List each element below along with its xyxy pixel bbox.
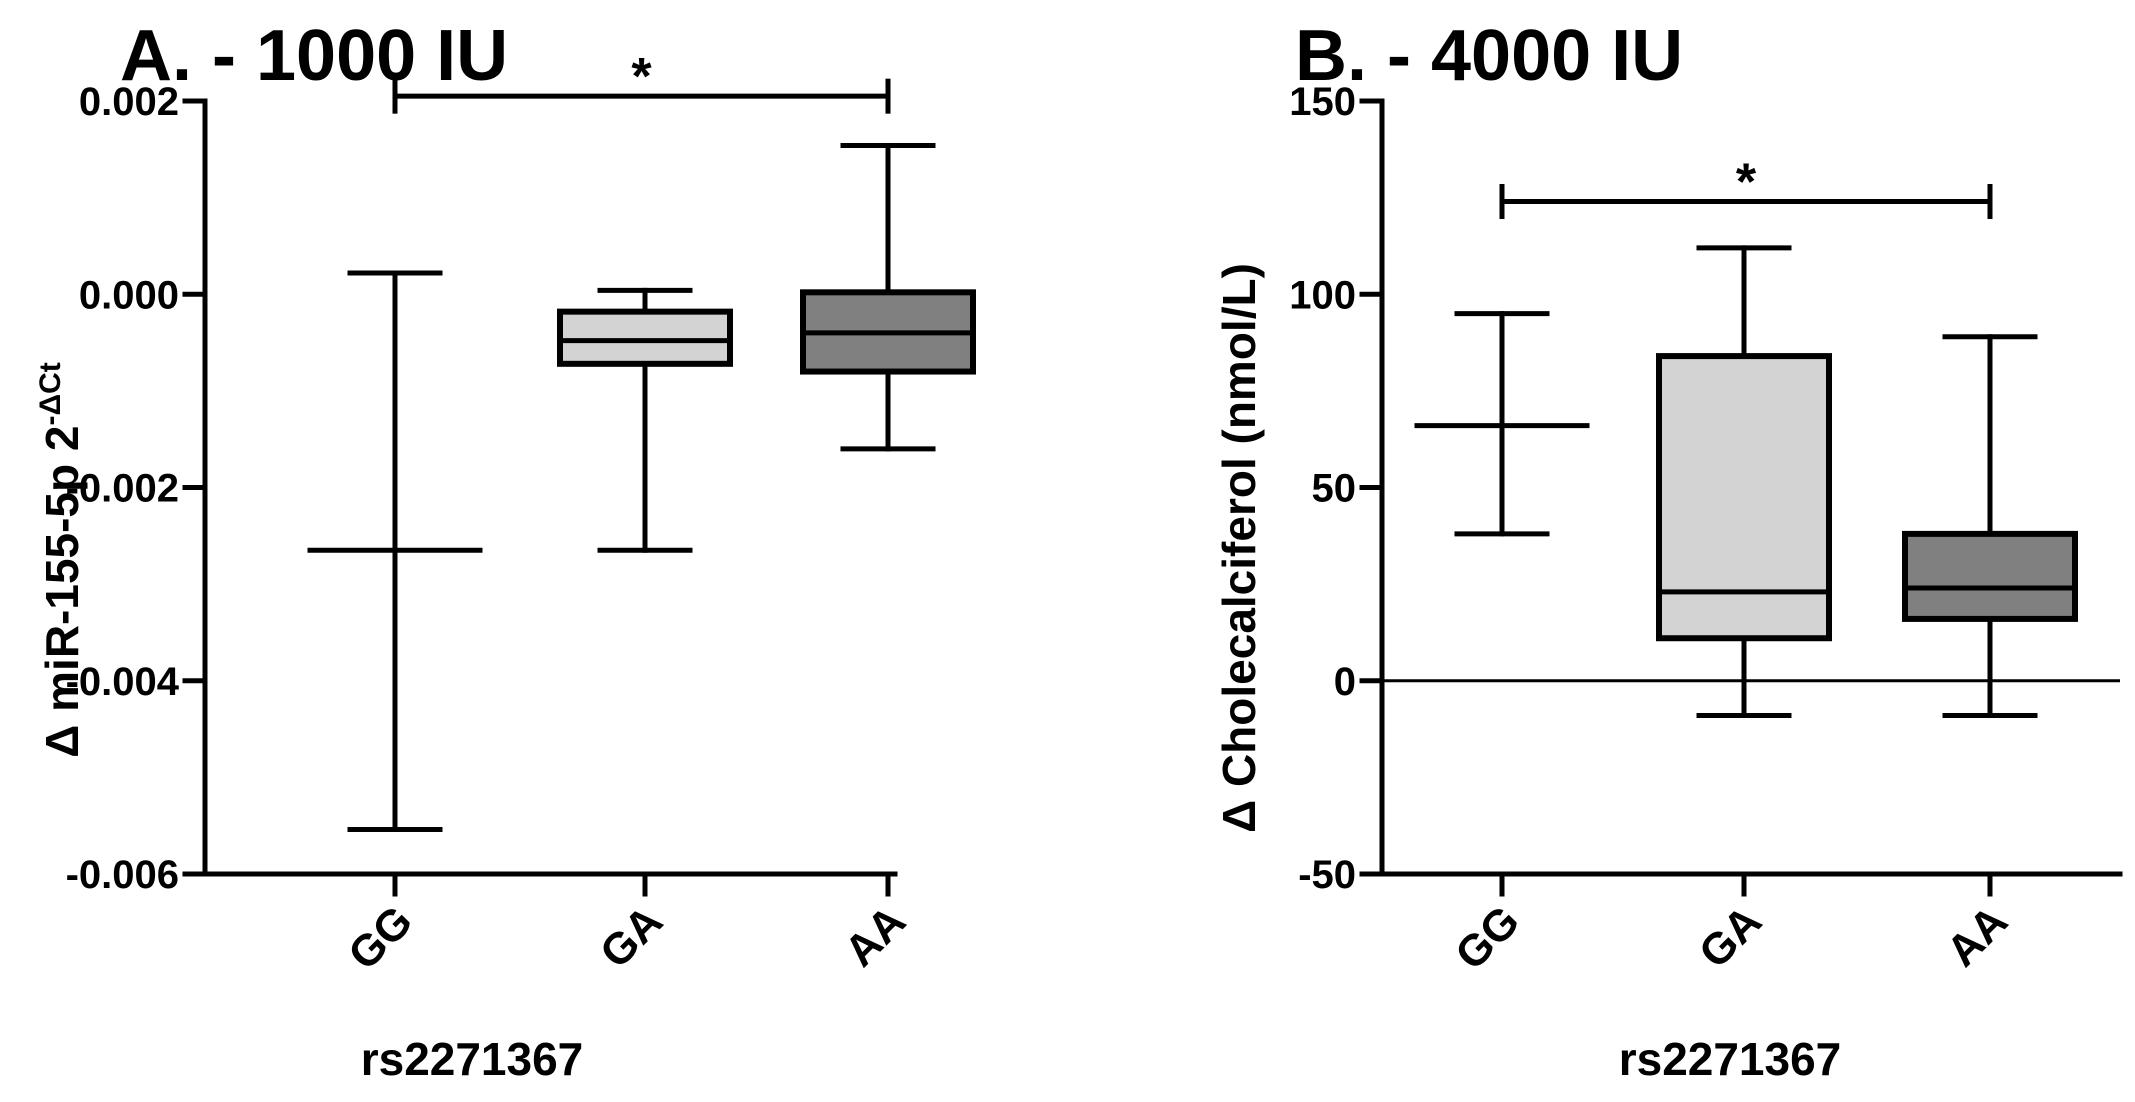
panel-b-x-tick-label: GG — [1446, 896, 1529, 979]
panel-b-box-gg — [1414, 311, 1590, 537]
panel-b-y-tick-label: 100 — [1289, 273, 1356, 317]
panel-a: A. - 1000 IU -0.006 -0.004 -0.002 0.000 0.00… — [34, 16, 976, 1085]
panel-a-box-aa — [800, 142, 976, 452]
panel-b-y-tick-label: 150 — [1289, 80, 1356, 124]
panel-b-x-tick-label: AA — [1937, 896, 2017, 976]
panel-a-ylabel-sup: -ΔCt — [34, 362, 67, 425]
panel-b-significance-bracket: * — [1499, 153, 1993, 219]
panel-a-y-tick-label: -0.006 — [66, 853, 179, 897]
panel-a-significance-star: * — [631, 48, 652, 106]
panel-a-box-gg — [307, 270, 483, 833]
panel-b-box-aa — [1902, 334, 2078, 719]
panel-a-xlabel: rs2271367 — [361, 1033, 584, 1085]
panel-a-title: A. - 1000 IU — [120, 16, 508, 96]
panel-a-y-tick-label: 0.002 — [79, 80, 179, 124]
panel-b-axes: -50 0 50 100 150 GG GA AA * — [1289, 80, 2123, 979]
panel-a-y-tick-label: -0.002 — [66, 467, 179, 511]
panel-b-y-tick-label: -50 — [1298, 853, 1356, 897]
panel-b-y-tick-label: 0 — [1334, 660, 1356, 704]
panel-a-x-tick-label: GA — [591, 896, 672, 977]
panel-a-ylabel: Δ miR-155-5p 2-ΔCt — [34, 362, 88, 757]
panel-b-significance-star: * — [1736, 153, 1757, 211]
panel-b-title: B. - 4000 IU — [1295, 16, 1683, 96]
panel-b-x-tick-label: GA — [1690, 896, 1771, 977]
panel-b-box-aa-iqr — [1902, 530, 2078, 622]
panel-b-box-ga-iqr — [1656, 353, 1832, 642]
panel-a-significance-bracket: * — [392, 48, 891, 114]
panel-a-x-tick-label: GG — [339, 896, 422, 979]
panel-b-y-tick-label: 50 — [1312, 467, 1357, 511]
panel-a-x-tick-label: AA — [835, 896, 915, 976]
panel-b: B. - 4000 IU -50 0 50 100 150 GG GA AA * Δ Chole… — [1213, 16, 2123, 1085]
panel-b-box-ga — [1656, 245, 1832, 719]
panel-a-axes: -0.006 -0.004 -0.002 0.000 0.002 GG GA AA * — [66, 48, 976, 979]
panel-a-box-ga-iqr — [557, 308, 733, 367]
panel-b-ylabel: Δ Cholecalciferol (nmol/L) — [1213, 263, 1265, 833]
panel-a-box-ga — [557, 287, 733, 553]
panel-a-y-tick-label: -0.004 — [66, 660, 180, 704]
panel-a-ylabel-main: Δ miR-155-5p 2 — [36, 426, 88, 758]
panel-b-xlabel: rs2271367 — [1619, 1033, 1842, 1085]
panel-a-y-tick-label: 0.000 — [79, 273, 179, 317]
